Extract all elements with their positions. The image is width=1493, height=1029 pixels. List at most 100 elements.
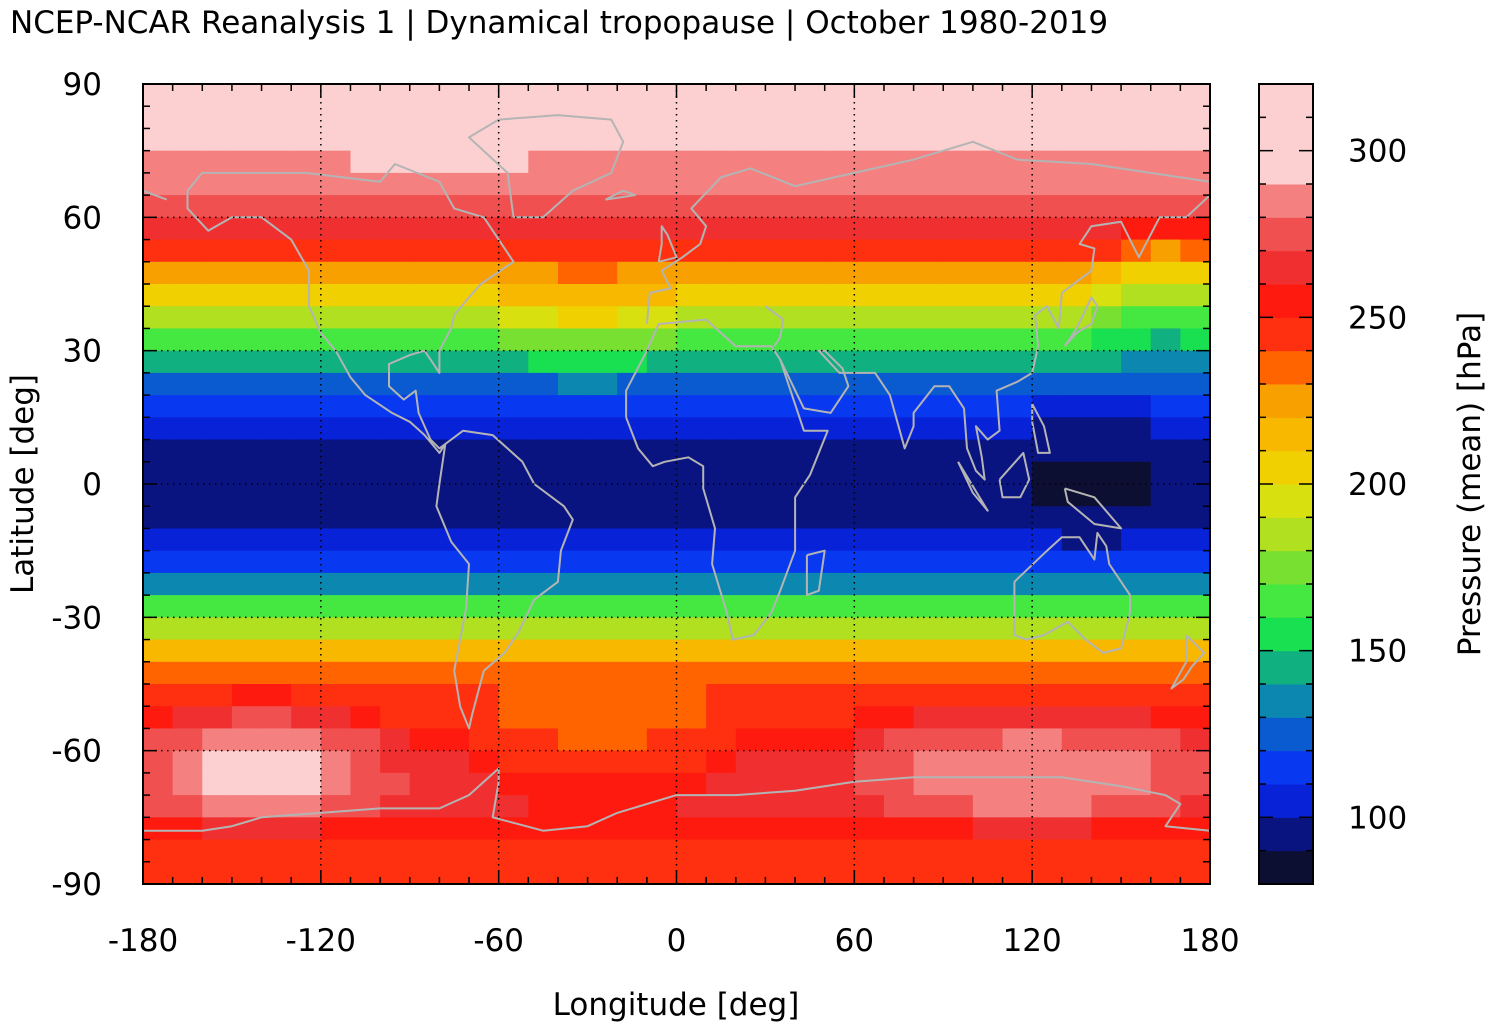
heatmap-cell (676, 595, 707, 618)
heatmap-cell (706, 128, 737, 152)
heatmap-cell (498, 484, 529, 507)
heatmap-cell (143, 528, 174, 552)
heatmap-cell (498, 817, 529, 841)
heatmap-cell (350, 150, 381, 174)
heatmap-cell (409, 128, 440, 152)
heatmap-cell (735, 861, 767, 885)
heatmap-cell (1091, 595, 1122, 618)
heatmap-cell (1002, 617, 1033, 641)
heatmap-cell (1121, 217, 1152, 241)
heatmap-cell (557, 461, 589, 485)
heatmap-cell (883, 595, 915, 618)
heatmap-cell (439, 461, 470, 485)
heatmap-cell (587, 195, 618, 218)
heatmap-cell (587, 861, 618, 885)
heatmap-cell (943, 684, 974, 707)
coastline-path (143, 767, 1211, 832)
heatmap-cell (1032, 261, 1063, 285)
heatmap-cell (1150, 128, 1181, 152)
heatmap-cell (261, 261, 292, 285)
heatmap-cell (913, 106, 944, 130)
heatmap-cell (706, 106, 737, 130)
heatmap-cell (469, 572, 500, 596)
heatmap-cell (1091, 795, 1122, 818)
heatmap-cell (231, 128, 263, 152)
heatmap-cell (202, 706, 233, 730)
heatmap-cell (409, 150, 440, 174)
heatmap-cell (765, 261, 796, 285)
heatmap-cell (735, 106, 767, 130)
heatmap-cell (172, 439, 203, 463)
heatmap-cell (706, 217, 737, 241)
heatmap-cell (350, 328, 381, 352)
heatmap-cell (854, 595, 885, 618)
heatmap-cell (409, 728, 440, 752)
heatmap-cell (883, 372, 915, 396)
heatmap-cell (202, 750, 233, 774)
heatmap-cell (1180, 239, 1211, 263)
heatmap-cell (943, 150, 974, 174)
heatmap-cell (972, 217, 1004, 241)
heatmap-cell (646, 439, 678, 463)
heatmap-cell (439, 550, 470, 574)
heatmap-cell (795, 528, 826, 552)
heatmap-cell (972, 239, 1004, 263)
heatmap-cell (913, 817, 944, 841)
heatmap-cell (1061, 839, 1093, 863)
heatmap-cell (676, 172, 707, 196)
heatmap-cell (231, 261, 263, 285)
heatmap-cell (409, 217, 440, 241)
heatmap-cell (1180, 550, 1211, 574)
heatmap-cell (1180, 395, 1211, 418)
heatmap-cell (706, 795, 737, 818)
heatmap-cell (350, 239, 381, 263)
heatmap-cell (202, 861, 233, 885)
heatmap-cell (765, 861, 796, 885)
heatmap-cell (706, 639, 737, 663)
heatmap-cell (409, 439, 440, 463)
heatmap-cell (320, 728, 352, 752)
heatmap-cell (1150, 817, 1181, 841)
heatmap-cell (469, 750, 500, 774)
heatmap-cell (646, 595, 678, 618)
heatmap-cell (765, 684, 796, 707)
heatmap-cell (972, 461, 1004, 485)
heatmap-cell (735, 506, 767, 530)
heatmap-cell (557, 217, 589, 241)
heatmap-cell (1061, 461, 1093, 485)
heatmap-cell (735, 550, 767, 574)
heatmap-cell (1180, 528, 1211, 552)
heatmap-cell (617, 172, 648, 196)
heatmap-cell (528, 617, 559, 641)
heatmap-cell (202, 328, 233, 352)
heatmap-cell (202, 528, 233, 552)
heatmap-cell (676, 84, 707, 107)
heatmap-cell (646, 372, 678, 396)
heatmap-cell (528, 484, 559, 507)
heatmap-cell (172, 106, 203, 130)
heatmap-cell (261, 395, 292, 418)
heatmap-cell (706, 484, 737, 507)
coastline-path (805, 549, 826, 597)
heatmap-cell (913, 484, 944, 507)
heatmap-cell (261, 572, 292, 596)
heatmap-cell (1061, 795, 1093, 818)
heatmap-cell (735, 817, 767, 841)
heatmap-cell (498, 350, 529, 374)
heatmap-cell (380, 328, 411, 352)
heatmap-cell (1121, 750, 1152, 774)
heatmap-cell (646, 817, 678, 841)
heatmap-cell (439, 484, 470, 507)
heatmap-cell (587, 128, 618, 152)
heatmap-cell (202, 461, 233, 485)
heatmap-cell (261, 750, 292, 774)
heatmap-cell (350, 839, 381, 863)
heatmap-cell (261, 839, 292, 863)
heatmap-cell (735, 750, 767, 774)
heatmap-cell (1180, 839, 1211, 863)
heatmap-cell (1180, 861, 1211, 885)
heatmap-cell (676, 572, 707, 596)
heatmap-cell (913, 395, 944, 418)
heatmap-cell (557, 172, 589, 196)
heatmap-cell (291, 772, 322, 796)
